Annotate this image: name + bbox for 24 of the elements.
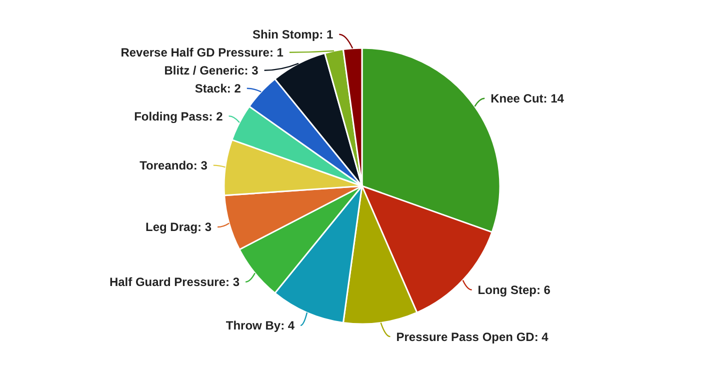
data-label: : 4 xyxy=(280,318,295,333)
slice-label: Half Guard Pressure xyxy=(109,275,226,290)
slice-label: Leg Drag xyxy=(146,220,198,234)
slice-label: Folding Pass xyxy=(134,109,210,124)
slice-label: Knee Cut xyxy=(490,92,544,106)
data-label: : 14 xyxy=(543,92,564,106)
data-label: : 6 xyxy=(536,282,551,297)
slice-label: Long Step xyxy=(478,282,536,297)
slice-label: Stack xyxy=(194,82,228,96)
slice-label: Blitz / Generic xyxy=(164,64,245,78)
slice-label: Throw By xyxy=(226,318,281,333)
data-label: : 1 xyxy=(319,28,334,42)
slice-label: Toreando xyxy=(140,158,194,173)
data-label: : 3 xyxy=(226,275,240,290)
data-label: : 4 xyxy=(534,330,549,344)
slice-label: Reverse Half GD Pressure xyxy=(120,46,270,60)
data-label: : 3 xyxy=(193,158,208,173)
data-label: : 2 xyxy=(208,109,224,124)
slice-label: Pressure Pass Open GD xyxy=(396,330,535,344)
data-label: : 2 xyxy=(226,82,242,96)
data-label: : 3 xyxy=(244,64,259,78)
data-label: : 1 xyxy=(269,46,284,60)
data-label: : 3 xyxy=(198,220,212,234)
slice-label: Shin Stomp xyxy=(252,28,320,42)
